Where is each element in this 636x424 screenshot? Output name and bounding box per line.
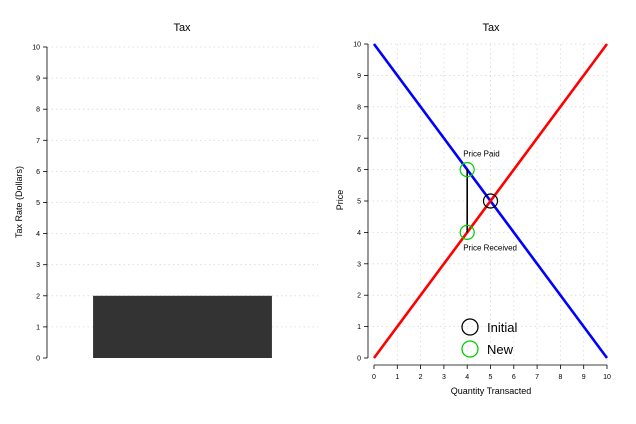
right-x-tick-label: 4 — [465, 374, 469, 381]
left-y-tick-label: 7 — [36, 138, 40, 145]
right-y-tick-label: 3 — [357, 261, 361, 268]
right-y-tick-label: 4 — [357, 230, 361, 237]
initial-marker — [482, 193, 499, 209]
right-x-tick-label: 8 — [558, 374, 562, 381]
right-y-tick-label: 0 — [357, 356, 361, 363]
left-y-tick-label: 10 — [32, 45, 40, 52]
legend-label-initial: Initial — [487, 320, 517, 335]
right-annotations: Price Paid Price Received — [463, 150, 517, 253]
legend-label-new: New — [487, 342, 514, 357]
right-y-axis-label: Price — [335, 190, 345, 211]
right-x-tick-label: 1 — [395, 374, 399, 381]
right-x-tick-label: 6 — [512, 374, 516, 381]
right-x-tick-label: 0 — [372, 374, 376, 381]
right-x-axis-label: Quantity Transacted — [451, 386, 532, 396]
new_received-marker — [459, 224, 475, 240]
right-series-lines — [372, 43, 609, 359]
left-y-tick-label: 1 — [36, 324, 40, 331]
tax-bar-chart: Tax Tax Rate (Dollars) 0 1 2 3 4 5 6 7 8 9 10 — [14, 22, 318, 363]
right-x-tick-label: 5 — [489, 374, 493, 381]
supply-line — [372, 43, 609, 359]
left-y-tick-label: 8 — [36, 107, 40, 114]
new_paid-marker — [459, 162, 475, 178]
right-y-tick-label: 2 — [357, 293, 361, 300]
left-y-tick-label: 5 — [36, 200, 40, 207]
right-x-tick-label: 2 — [419, 374, 423, 381]
right-y-tick-label: 9 — [357, 73, 361, 80]
supply-demand-chart: Tax Price Quantity Transacted 0 1 2 3 4 5 6 7 8 9… — [335, 22, 611, 396]
left-gridlines — [47, 46, 318, 328]
left-bars — [93, 295, 272, 358]
left-y-tick-label: 0 — [36, 356, 40, 363]
right-y-tick-label: 6 — [357, 167, 361, 174]
annotation-label: Price Received — [463, 243, 517, 252]
right-y-tick-label: 8 — [357, 104, 361, 111]
left-y-tick-label: 9 — [36, 76, 40, 83]
right-y-tick-label: 7 — [357, 136, 361, 143]
annotation-label: Price Paid — [463, 150, 499, 159]
right-y-tick-label: 10 — [353, 42, 361, 49]
left-y-ticks: 0 1 2 3 4 5 6 7 8 9 10 — [32, 45, 47, 363]
legend-marker-initial — [461, 318, 479, 336]
right-gridlines — [368, 43, 608, 365]
right-y-ticks: 0 1 2 3 4 5 6 7 8 9 10 — [353, 42, 368, 363]
right-point-markers — [459, 162, 499, 240]
right-y-tick-label: 5 — [357, 199, 361, 206]
right-x-tick-label: 10 — [603, 374, 611, 381]
left-chart-title: Tax — [173, 22, 191, 34]
left-y-tick-label: 3 — [36, 262, 40, 269]
left-y-tick-label: 6 — [36, 169, 40, 176]
right-x-ticks: 0 1 2 3 4 5 6 7 8 9 10 — [372, 365, 611, 381]
right-x-tick-label: 9 — [582, 374, 586, 381]
left-y-tick-label: 2 — [36, 293, 40, 300]
right-x-tick-label: 3 — [442, 374, 446, 381]
right-x-tick-label: 7 — [535, 374, 539, 381]
left-y-axis-label: Tax Rate (Dollars) — [14, 166, 24, 238]
legend: Initial New — [461, 318, 517, 358]
left-y-tick-label: 4 — [36, 231, 40, 238]
right-chart-title: Tax — [482, 22, 500, 34]
right-y-tick-label: 1 — [357, 324, 361, 331]
legend-marker-new — [461, 340, 479, 358]
tax-bar — [93, 295, 272, 358]
